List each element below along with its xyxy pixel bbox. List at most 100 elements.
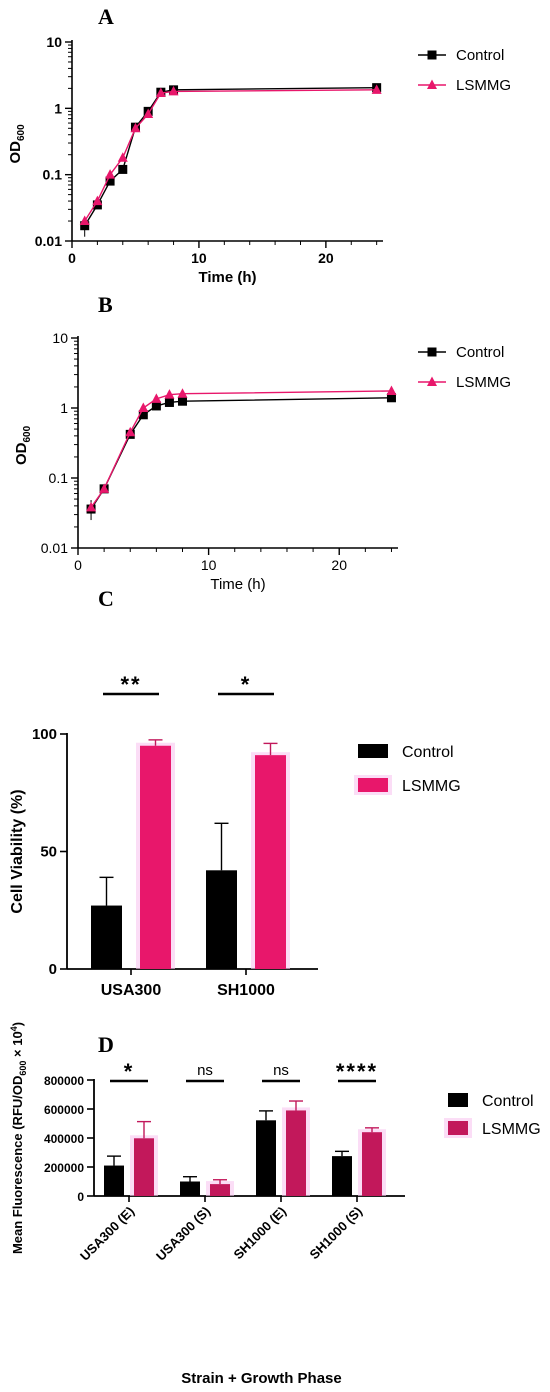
series-line	[84, 89, 377, 222]
y-tick-label: 0.01	[41, 540, 68, 556]
data-point	[86, 501, 97, 512]
bar-control	[206, 870, 237, 969]
panel-letter: C	[98, 586, 114, 611]
y-tick-label: 1	[54, 100, 62, 116]
bar-lsmmg	[140, 745, 171, 969]
data-point	[105, 176, 115, 186]
x-tick-label: USA300 (S)	[153, 1204, 213, 1264]
bar-lsmmg	[210, 1184, 230, 1196]
y-axis-label-sub: 600	[16, 124, 27, 141]
y-tick-label: 100	[32, 726, 57, 743]
x-tick-label: USA300	[101, 982, 162, 999]
panel-letter: D	[98, 1032, 114, 1057]
legend-label: LSMMG	[482, 1121, 541, 1138]
data-point	[99, 483, 110, 493]
data-point	[371, 84, 382, 94]
legend-label: LSMMG	[402, 778, 461, 795]
data-point	[164, 389, 175, 399]
y-axis-label-close: )	[10, 1022, 25, 1026]
significance-label: ****	[336, 1059, 378, 1084]
legend-label: Control	[482, 1093, 534, 1110]
data-point	[177, 396, 187, 406]
y-tick-label: 200000	[44, 1161, 84, 1175]
bar-lsmmg	[286, 1110, 306, 1196]
bar-control	[332, 1156, 352, 1196]
x-tick-label: 10	[191, 250, 207, 266]
significance-label: *	[241, 672, 252, 697]
y-axis-label: OD600	[7, 124, 27, 164]
data-point	[80, 221, 90, 231]
data-point	[118, 164, 128, 174]
data-point	[177, 388, 188, 398]
panel-letter: A	[98, 4, 114, 29]
panel-letter: B	[98, 292, 113, 317]
x-tick-label: USA300 (E)	[77, 1204, 137, 1264]
x-axis-label: Time (h)	[210, 576, 265, 593]
y-tick-label: 0.01	[35, 233, 62, 249]
x-tick-label: 0	[68, 250, 76, 266]
data-point	[151, 393, 162, 403]
y-tick-label: 10	[46, 34, 62, 50]
y-tick-label: 800000	[44, 1074, 84, 1088]
data-point	[125, 426, 136, 437]
data-point	[105, 169, 116, 179]
x-tick-label: 0	[74, 557, 82, 573]
legend-label: LSMMG	[456, 77, 511, 94]
data-point	[151, 401, 161, 411]
legend-swatch	[448, 1121, 468, 1135]
x-tick-label: SH1000 (S)	[306, 1204, 365, 1263]
chart-panel-b: B 0.01 0.1 1 10 0 10 20 Time (h) OD600 Control LSMM…	[13, 292, 511, 593]
y-axis-label-tail: × 10	[10, 1031, 25, 1060]
data-point	[164, 397, 174, 407]
chart-panel-c: C 0 50 100 USA300 ** SH1000 * Cell Viability (%)…	[9, 586, 461, 999]
chart-panel-d: D 0 200000 400000 600000 800000 USA300 (E) * USA…	[9, 1022, 541, 1387]
data-point	[92, 195, 103, 206]
legend-marker	[427, 347, 437, 357]
legend-label: Control	[456, 47, 504, 64]
series-line	[90, 390, 392, 508]
chart-panel-a: A 0.01 0.1 1 10 0 10 20 Time (h) OD600 Control LSMM…	[7, 4, 511, 286]
bar-lsmmg	[134, 1138, 154, 1196]
y-tick-label: 10	[52, 330, 68, 346]
bar-control	[256, 1120, 276, 1196]
y-tick-label: 50	[40, 844, 57, 861]
legend-label: Control	[402, 744, 454, 761]
series-lsmmg: LSMMG	[79, 77, 511, 226]
x-tick-label: SH1000	[217, 982, 275, 999]
y-axis-label-sub: 600	[22, 425, 33, 442]
x-axis-label: Time (h)	[198, 269, 256, 286]
significance-label: *	[124, 1059, 135, 1084]
y-axis-label-sub: 600	[18, 1061, 28, 1076]
legend-marker	[427, 79, 437, 89]
data-point	[168, 85, 179, 96]
y-tick-label: 400000	[44, 1132, 84, 1146]
y-axis-label-main: Cell Viability (%)	[9, 789, 26, 913]
y-tick-label: 0	[77, 1190, 84, 1204]
legend-marker	[427, 50, 437, 60]
bar-control	[180, 1181, 200, 1196]
x-axis-label: Strain + Growth Phase	[181, 1370, 341, 1387]
series-line	[84, 86, 377, 227]
bar-control	[104, 1165, 124, 1196]
significance-label: **	[120, 672, 141, 697]
series-control: Control	[80, 47, 504, 237]
x-tick-label: 10	[201, 557, 217, 573]
y-tick-label: 0.1	[43, 167, 63, 183]
data-point	[386, 393, 396, 403]
data-point	[155, 87, 166, 98]
y-axis-label-sup: 4	[9, 1026, 19, 1031]
legend-label: LSMMG	[456, 374, 511, 391]
y-tick-label: 0	[49, 961, 57, 978]
data-point	[143, 108, 154, 119]
bar-lsmmg	[255, 755, 286, 969]
legend-marker	[427, 376, 437, 386]
y-axis-label: OD600	[13, 425, 33, 465]
y-axis-label-main: Mean Fluorescence (RFU/OD	[10, 1076, 25, 1254]
data-point	[130, 122, 141, 133]
y-axis-label-main: OD	[13, 442, 30, 465]
y-tick-label: 600000	[44, 1103, 84, 1117]
y-tick-label: 0.1	[49, 470, 69, 486]
legend-swatch	[448, 1093, 468, 1107]
x-tick-label: 20	[318, 250, 334, 266]
bar-control	[91, 905, 122, 969]
